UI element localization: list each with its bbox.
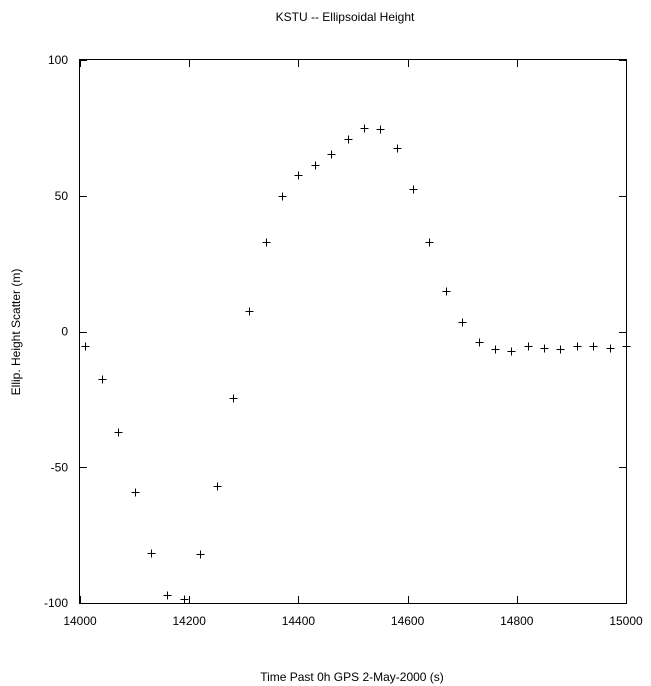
data-point — [180, 595, 189, 604]
data-point — [409, 185, 418, 194]
data-point — [606, 344, 615, 353]
data-point — [360, 124, 369, 133]
axes: 14000 14200 14400 14600 14800 15000 -100 -50 0 50… — [44, 53, 643, 628]
data-point — [229, 394, 238, 403]
data-point — [344, 135, 353, 144]
data-point — [262, 238, 271, 247]
data-point — [245, 307, 254, 316]
x-tick-label: 14800 — [500, 614, 534, 628]
data-point — [147, 549, 156, 558]
data-points — [81, 124, 631, 604]
y-tick-label: 0 — [61, 325, 68, 339]
data-point — [98, 375, 107, 384]
data-point — [311, 161, 320, 170]
x-tick-label: 14400 — [282, 614, 316, 628]
data-point — [425, 238, 434, 247]
x-tick-label: 14200 — [173, 614, 207, 628]
y-tick-label: -50 — [51, 460, 69, 474]
data-point — [589, 342, 598, 351]
data-point — [376, 125, 385, 134]
data-point — [294, 171, 303, 180]
y-tick-label: 50 — [55, 189, 69, 203]
data-point — [458, 318, 467, 327]
x-tick-label: 15000 — [609, 614, 643, 628]
x-axis-label: Time Past 0h GPS 2-May-2000 (s) — [260, 670, 444, 684]
data-point — [573, 342, 582, 351]
data-point — [524, 342, 533, 351]
data-point — [196, 550, 205, 559]
data-point — [442, 287, 451, 296]
data-point — [163, 591, 172, 600]
data-point — [507, 347, 516, 356]
x-tick-label: 14000 — [63, 614, 97, 628]
data-point — [556, 345, 565, 354]
data-point — [491, 345, 500, 354]
data-point — [213, 482, 222, 491]
y-tick-label: 100 — [48, 53, 68, 67]
data-point — [278, 192, 287, 201]
data-point — [475, 338, 484, 347]
y-axis-label: Ellip. Height Scatter (m) — [9, 269, 23, 396]
data-point — [81, 342, 90, 351]
data-point — [622, 342, 631, 351]
chart-title: KSTU -- Ellipsoidal Height — [276, 10, 415, 24]
x-tick-label: 14600 — [391, 614, 425, 628]
data-point — [540, 344, 549, 353]
data-point — [393, 144, 402, 153]
data-point — [114, 428, 123, 437]
plot-frame — [79, 59, 627, 604]
data-point — [327, 150, 336, 159]
data-point — [131, 488, 140, 497]
y-tick-label: -100 — [44, 596, 68, 610]
